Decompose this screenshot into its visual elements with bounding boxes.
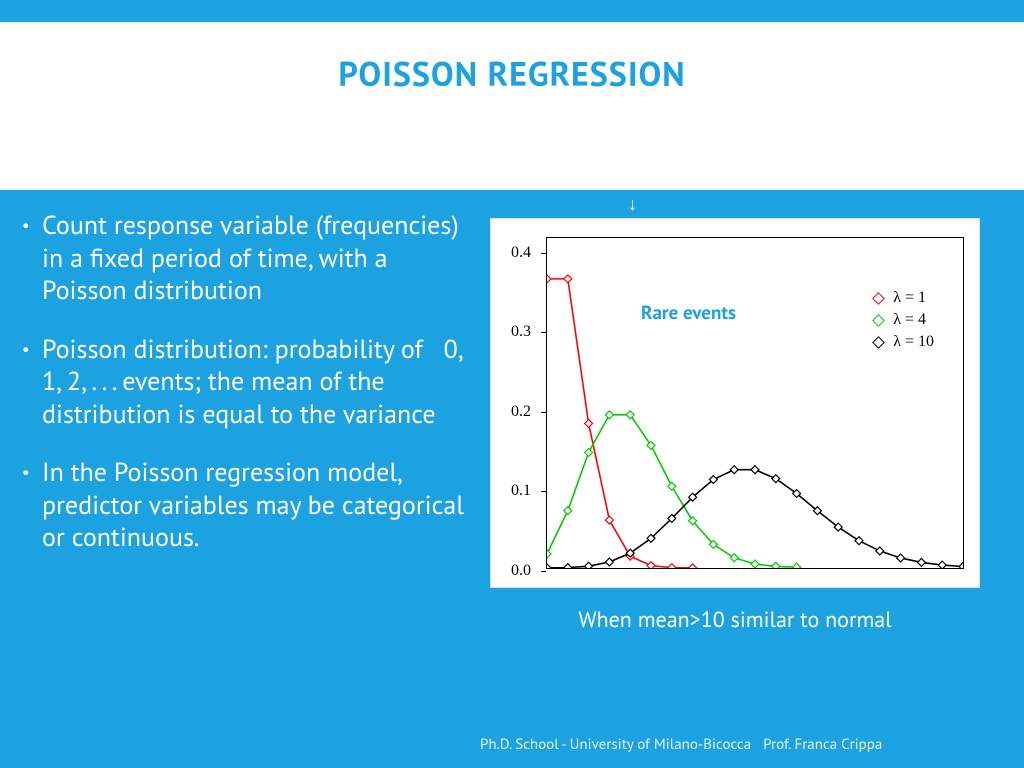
legend-label: λ = 1 (893, 289, 926, 307)
chart-svg (547, 238, 963, 568)
series-marker (689, 564, 697, 568)
series-marker (605, 558, 613, 566)
y-tick-label: 0.2 (511, 403, 531, 421)
series-marker (547, 275, 551, 283)
poisson-chart: Rare events λ = 1 λ = 4 λ = 10 0.0 0.1 0.2… (490, 218, 980, 588)
legend-item: λ = 1 (874, 289, 934, 307)
series-marker (897, 554, 905, 562)
series-marker (959, 563, 963, 568)
title-area: POISSON REGRESSION (0, 22, 1024, 106)
series-marker (730, 466, 738, 474)
series-marker (751, 560, 759, 568)
series-marker (876, 547, 884, 555)
y-tick-label: 0.4 (511, 244, 531, 262)
series-marker (938, 561, 946, 568)
y-tick-mark (541, 571, 546, 572)
arrow-down-icon: ↓ (628, 192, 637, 215)
series-marker (564, 564, 572, 568)
legend-item: λ = 10 (874, 333, 934, 351)
diamond-icon (872, 314, 885, 327)
series-marker (668, 482, 676, 490)
series-marker (793, 563, 801, 568)
chart-plot-area (546, 237, 964, 569)
series-marker (917, 558, 925, 566)
y-tick-label: 0.0 (511, 562, 531, 580)
series-marker (605, 411, 613, 419)
series-marker (564, 275, 572, 283)
top-accent-bar (0, 0, 1024, 22)
bullet-list: Count response variable (frequencies) in… (22, 210, 472, 581)
y-tick-mark (541, 253, 546, 254)
series-marker (547, 550, 551, 558)
legend-label: λ = 10 (893, 333, 934, 351)
list-item: Poisson distribution: probability of 0, … (22, 334, 472, 432)
series-marker (772, 562, 780, 568)
list-item: Count response variable (frequencies) in… (22, 210, 472, 308)
series-marker (585, 449, 593, 457)
series-marker (668, 564, 676, 568)
diamond-icon (872, 336, 885, 349)
y-tick-label: 0.1 (511, 482, 531, 500)
series-marker (547, 564, 551, 568)
footer-text: Ph.D. School - University of Milano-Bico… (480, 735, 882, 754)
series-marker (647, 562, 655, 568)
y-tick-mark (541, 491, 546, 492)
chart-annotation: Rare events (641, 301, 736, 325)
legend-item: λ = 4 (874, 311, 934, 329)
list-item: In the Poisson regression model, predict… (22, 457, 472, 555)
y-tick-mark (541, 332, 546, 333)
series-marker (585, 562, 593, 568)
series-marker (605, 516, 613, 524)
legend-label: λ = 4 (893, 311, 926, 329)
y-tick-label: 0.3 (511, 323, 531, 341)
series-marker (564, 507, 572, 515)
series-marker (730, 554, 738, 562)
chart-legend: λ = 1 λ = 4 λ = 10 (874, 289, 934, 355)
chart-caption: When mean>10 similar to normal (490, 606, 980, 634)
y-tick-mark (541, 412, 546, 413)
series-marker (585, 419, 593, 427)
diamond-icon (872, 292, 885, 305)
series-marker (751, 466, 759, 474)
page-title: POISSON REGRESSION (0, 52, 1024, 96)
